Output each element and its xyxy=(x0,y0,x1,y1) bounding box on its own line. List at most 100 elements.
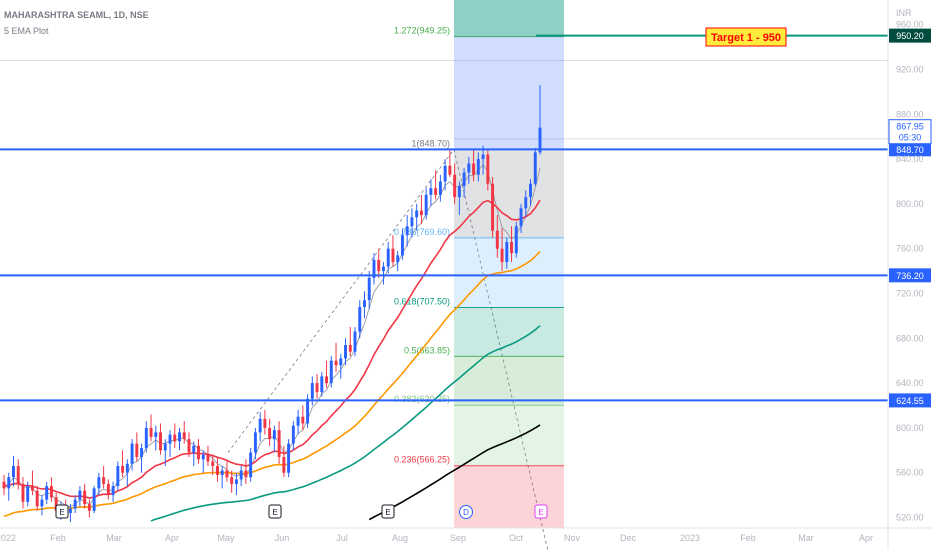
candle-body xyxy=(510,241,514,254)
candle xyxy=(334,342,338,372)
time-tick-label: Aug xyxy=(392,533,408,543)
candle-body xyxy=(154,432,158,437)
level-price-tag xyxy=(889,393,931,408)
fib-band-extension xyxy=(454,0,564,37)
candle xyxy=(111,481,115,502)
time-tick-label: Oct xyxy=(509,533,524,543)
candle-body xyxy=(396,255,400,263)
candle-body xyxy=(334,360,338,366)
level-price-tag xyxy=(889,142,931,157)
fib-level-label: 0.5(663.85) xyxy=(404,345,450,355)
candle-body xyxy=(125,463,129,473)
candle-body xyxy=(438,181,442,195)
candle-body xyxy=(97,477,101,489)
candle-body xyxy=(159,432,163,451)
candle xyxy=(92,486,96,514)
candle-body xyxy=(249,452,253,478)
candle xyxy=(26,481,30,507)
earnings-marker-box xyxy=(534,504,548,519)
candle-body xyxy=(353,331,357,352)
candle xyxy=(182,421,186,444)
candle xyxy=(197,439,200,464)
candle-body xyxy=(462,172,466,186)
earnings-marker-box xyxy=(381,504,395,519)
candle xyxy=(476,152,480,182)
candle-body xyxy=(35,490,39,507)
candle xyxy=(149,414,153,442)
price-tick-label: 960.00 xyxy=(896,20,924,30)
candle xyxy=(83,483,87,509)
candle xyxy=(263,409,267,435)
candle xyxy=(500,228,504,272)
indicator-name: 5 EMA Plot xyxy=(4,26,49,36)
candle-body xyxy=(296,416,300,426)
candle-body xyxy=(220,470,224,475)
candle-body xyxy=(282,457,286,473)
candle xyxy=(135,432,139,462)
time-tick-label: Apr xyxy=(859,533,873,543)
candle xyxy=(35,486,39,511)
candle xyxy=(45,481,49,505)
candle xyxy=(121,450,125,478)
time-tick-label: Feb xyxy=(740,533,756,543)
time-tick-label: Nov xyxy=(564,533,581,543)
earnings-marker: E xyxy=(534,504,548,519)
candle-body xyxy=(234,479,238,484)
candle-body xyxy=(149,427,153,437)
price-tick-label: 720.00 xyxy=(896,288,924,298)
candle-body xyxy=(144,427,148,449)
candle-body xyxy=(116,465,120,487)
ema-line xyxy=(368,424,541,521)
candle xyxy=(234,472,238,496)
time-axis[interactable]: 2022 Feb Mar Apr May Jun Jul Aug Sep Oct Nov Dec 202… xyxy=(0,527,932,543)
earnings-marker-box xyxy=(268,504,282,519)
candle-body xyxy=(291,425,295,444)
candle-body xyxy=(12,465,15,478)
candle xyxy=(159,423,163,455)
candle xyxy=(315,374,319,399)
fib-level-label: 1(848.70) xyxy=(411,138,450,148)
candle-body xyxy=(192,445,196,453)
target-annotation-text: Target 1 - 950 xyxy=(711,32,781,44)
candle xyxy=(396,250,400,272)
candle-body xyxy=(348,345,352,352)
candle xyxy=(434,170,438,200)
candle-body xyxy=(386,248,390,267)
candle xyxy=(277,421,281,464)
candle-body xyxy=(7,477,11,489)
candle-body xyxy=(168,434,172,444)
candle xyxy=(438,174,442,202)
target-price-label: 950.20 xyxy=(896,31,924,41)
candle xyxy=(291,421,295,451)
candle-body xyxy=(201,454,205,460)
candle xyxy=(495,215,499,258)
fib-level-label: 1.272(949.25) xyxy=(394,26,450,36)
candle-body xyxy=(486,154,490,184)
candle-body xyxy=(163,443,167,451)
candle-body xyxy=(358,306,362,332)
earnings-marker-letter: E xyxy=(538,508,543,517)
price-axis[interactable]: 960.00 920.00 880.00 840.00 800.00 760.00 720.… xyxy=(887,0,924,550)
time-tick-label: Feb xyxy=(50,533,66,543)
candle-body xyxy=(230,477,234,484)
candle-body xyxy=(363,300,366,307)
candle-body xyxy=(140,448,144,458)
candle-body xyxy=(524,197,528,209)
candle xyxy=(514,221,518,258)
candle xyxy=(529,179,532,207)
last-price-tag xyxy=(888,119,932,145)
candle xyxy=(239,465,243,487)
candle xyxy=(78,486,82,507)
price-tick-label: 920.00 xyxy=(896,64,924,74)
candle-body xyxy=(244,470,248,478)
candle xyxy=(443,159,447,191)
target-price-tag xyxy=(889,28,931,43)
candle-body xyxy=(73,499,77,509)
candle-body xyxy=(457,185,461,198)
time-tick-label: Apr xyxy=(165,533,179,543)
candle-body xyxy=(491,183,495,231)
candle xyxy=(7,472,11,501)
candle xyxy=(386,241,390,274)
